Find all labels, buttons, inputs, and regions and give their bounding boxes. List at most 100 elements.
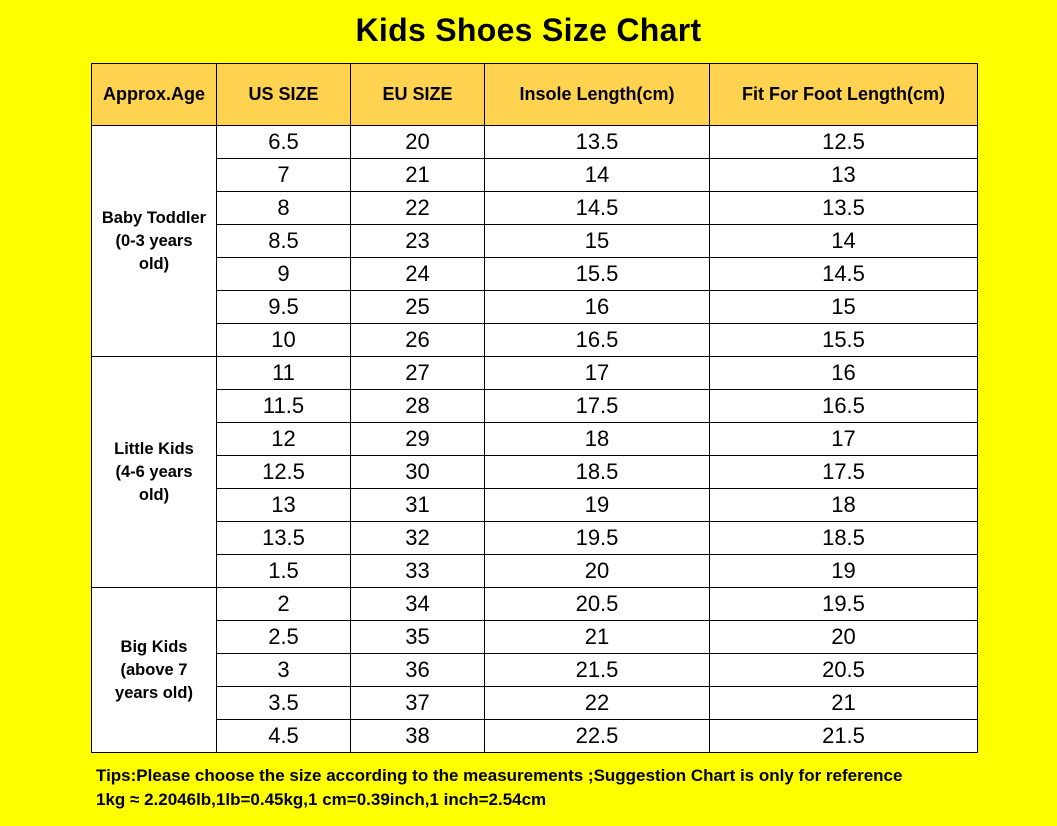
insole-length-cell: 22 bbox=[484, 686, 710, 720]
foot-length-cell: 21.5 bbox=[709, 719, 978, 753]
table-row: 9 24 15.5 14.5 bbox=[92, 257, 978, 291]
foot-length-cell: 14 bbox=[709, 224, 978, 258]
foot-length-cell: 16.5 bbox=[709, 389, 978, 423]
insole-length-cell: 16.5 bbox=[484, 323, 710, 357]
conversion-line: 1kg ≈ 2.2046lb,1lb=0.45kg,1 cm=0.39inch,… bbox=[96, 790, 547, 809]
us-size-cell: 11 bbox=[216, 356, 351, 390]
us-size-cell: 8.5 bbox=[216, 224, 351, 258]
table-row: 12.5 30 18.5 17.5 bbox=[92, 455, 978, 489]
foot-length-cell: 17.5 bbox=[709, 455, 978, 489]
us-size-cell: 9.5 bbox=[216, 290, 351, 324]
insole-length-cell: 14.5 bbox=[484, 191, 710, 225]
table-row: 8 22 14.5 13.5 bbox=[92, 191, 978, 225]
table-body: Baby Toddler (0-3 years old) 6.5 20 13.5 12.5 7… bbox=[91, 125, 978, 753]
insole-length-cell: 19 bbox=[484, 488, 710, 522]
us-size-cell: 12.5 bbox=[216, 455, 351, 489]
us-size-cell: 2.5 bbox=[216, 620, 351, 654]
insole-length-cell: 17.5 bbox=[484, 389, 710, 423]
insole-length-cell: 17 bbox=[484, 356, 710, 390]
foot-length-cell: 21 bbox=[709, 686, 978, 720]
us-size-cell: 6.5 bbox=[216, 125, 351, 159]
age-group-label: (4-6 years bbox=[115, 462, 193, 481]
table-row: Little Kids (4-6 years old) 11 27 17 16 bbox=[91, 356, 978, 588]
table-row: 4.5 38 22.5 21.5 bbox=[92, 719, 978, 753]
us-size-cell: 11.5 bbox=[216, 389, 351, 423]
eu-size-cell: 33 bbox=[350, 554, 485, 588]
insole-length-cell: 16 bbox=[484, 290, 710, 324]
us-size-cell: 8 bbox=[216, 191, 351, 225]
us-size-cell: 4.5 bbox=[216, 719, 351, 753]
header-insole-length: Insole Length(cm) bbox=[484, 63, 710, 126]
foot-length-cell: 14.5 bbox=[709, 257, 978, 291]
header-approx-age: Approx.Age bbox=[91, 63, 217, 126]
foot-length-cell: 19 bbox=[709, 554, 978, 588]
eu-size-cell: 38 bbox=[350, 719, 485, 753]
insole-length-cell: 13.5 bbox=[484, 125, 710, 159]
foot-length-cell: 17 bbox=[709, 422, 978, 456]
us-size-cell: 9 bbox=[216, 257, 351, 291]
eu-size-cell: 24 bbox=[350, 257, 485, 291]
eu-size-cell: 28 bbox=[350, 389, 485, 423]
insole-length-cell: 14 bbox=[484, 158, 710, 192]
eu-size-cell: 23 bbox=[350, 224, 485, 258]
age-group-cell: Big Kids (above 7 years old) bbox=[91, 587, 217, 753]
age-group-label: Big Kids bbox=[120, 637, 188, 656]
table-row: 13 31 19 18 bbox=[92, 488, 978, 522]
table-row: 11.5 28 17.5 16.5 bbox=[92, 389, 978, 423]
eu-size-cell: 20 bbox=[350, 125, 485, 159]
foot-length-cell: 13 bbox=[709, 158, 978, 192]
foot-length-cell: 20 bbox=[709, 620, 978, 654]
us-size-cell: 1.5 bbox=[216, 554, 351, 588]
us-size-cell: 2 bbox=[216, 587, 351, 621]
eu-size-cell: 36 bbox=[350, 653, 485, 687]
age-group-label: old) bbox=[138, 485, 170, 504]
age-group-label: Baby Toddler bbox=[101, 208, 207, 227]
insole-length-cell: 21 bbox=[484, 620, 710, 654]
table-row: 10 26 16.5 15.5 bbox=[92, 323, 978, 357]
header-foot-length: Fit For Foot Length(cm) bbox=[709, 63, 978, 126]
us-size-cell: 12 bbox=[216, 422, 351, 456]
foot-length-cell: 12.5 bbox=[709, 125, 978, 159]
eu-size-cell: 27 bbox=[350, 356, 485, 390]
foot-length-cell: 16 bbox=[709, 356, 978, 390]
table-row: Baby Toddler (0-3 years old) 6.5 20 13.5 12.5 bbox=[91, 125, 978, 357]
eu-size-cell: 29 bbox=[350, 422, 485, 456]
foot-length-cell: 18 bbox=[709, 488, 978, 522]
table-header-row: Approx.Age US SIZE EU SIZE Insole Length… bbox=[91, 63, 978, 126]
tips-note: Tips:Please choose the size according to… bbox=[96, 764, 902, 812]
foot-length-cell: 20.5 bbox=[709, 653, 978, 687]
age-group-label: years old) bbox=[115, 683, 193, 702]
foot-length-cell: 15 bbox=[709, 290, 978, 324]
table-row: 12 29 18 17 bbox=[92, 422, 978, 456]
us-size-cell: 13.5 bbox=[216, 521, 351, 555]
age-group-label: old) bbox=[138, 254, 170, 273]
header-us-size: US SIZE bbox=[216, 63, 351, 126]
age-group-label: Little Kids bbox=[114, 439, 194, 458]
us-size-cell: 10 bbox=[216, 323, 351, 357]
eu-size-cell: 37 bbox=[350, 686, 485, 720]
eu-size-cell: 31 bbox=[350, 488, 485, 522]
eu-size-cell: 26 bbox=[350, 323, 485, 357]
foot-length-cell: 13.5 bbox=[709, 191, 978, 225]
eu-size-cell: 32 bbox=[350, 521, 485, 555]
us-size-cell: 7 bbox=[216, 158, 351, 192]
table-row: 3.5 37 22 21 bbox=[92, 686, 978, 720]
eu-size-cell: 22 bbox=[350, 191, 485, 225]
table-row: 13.5 32 19.5 18.5 bbox=[92, 521, 978, 555]
insole-length-cell: 19.5 bbox=[484, 521, 710, 555]
table-row: 1.5 33 20 19 bbox=[92, 554, 978, 588]
us-size-cell: 13 bbox=[216, 488, 351, 522]
us-size-cell: 3 bbox=[216, 653, 351, 687]
eu-size-cell: 30 bbox=[350, 455, 485, 489]
insole-length-cell: 18 bbox=[484, 422, 710, 456]
insole-length-cell: 15.5 bbox=[484, 257, 710, 291]
page-title: Kids Shoes Size Chart bbox=[355, 12, 702, 48]
table-row: 9.5 25 16 15 bbox=[92, 290, 978, 324]
insole-length-cell: 18.5 bbox=[484, 455, 710, 489]
age-group-label: (0-3 years bbox=[115, 231, 193, 250]
table-row: 8.5 23 15 14 bbox=[92, 224, 978, 258]
insole-length-cell: 20 bbox=[484, 554, 710, 588]
eu-size-cell: 21 bbox=[350, 158, 485, 192]
eu-size-cell: 35 bbox=[350, 620, 485, 654]
age-group-label: (above 7 bbox=[120, 660, 188, 679]
